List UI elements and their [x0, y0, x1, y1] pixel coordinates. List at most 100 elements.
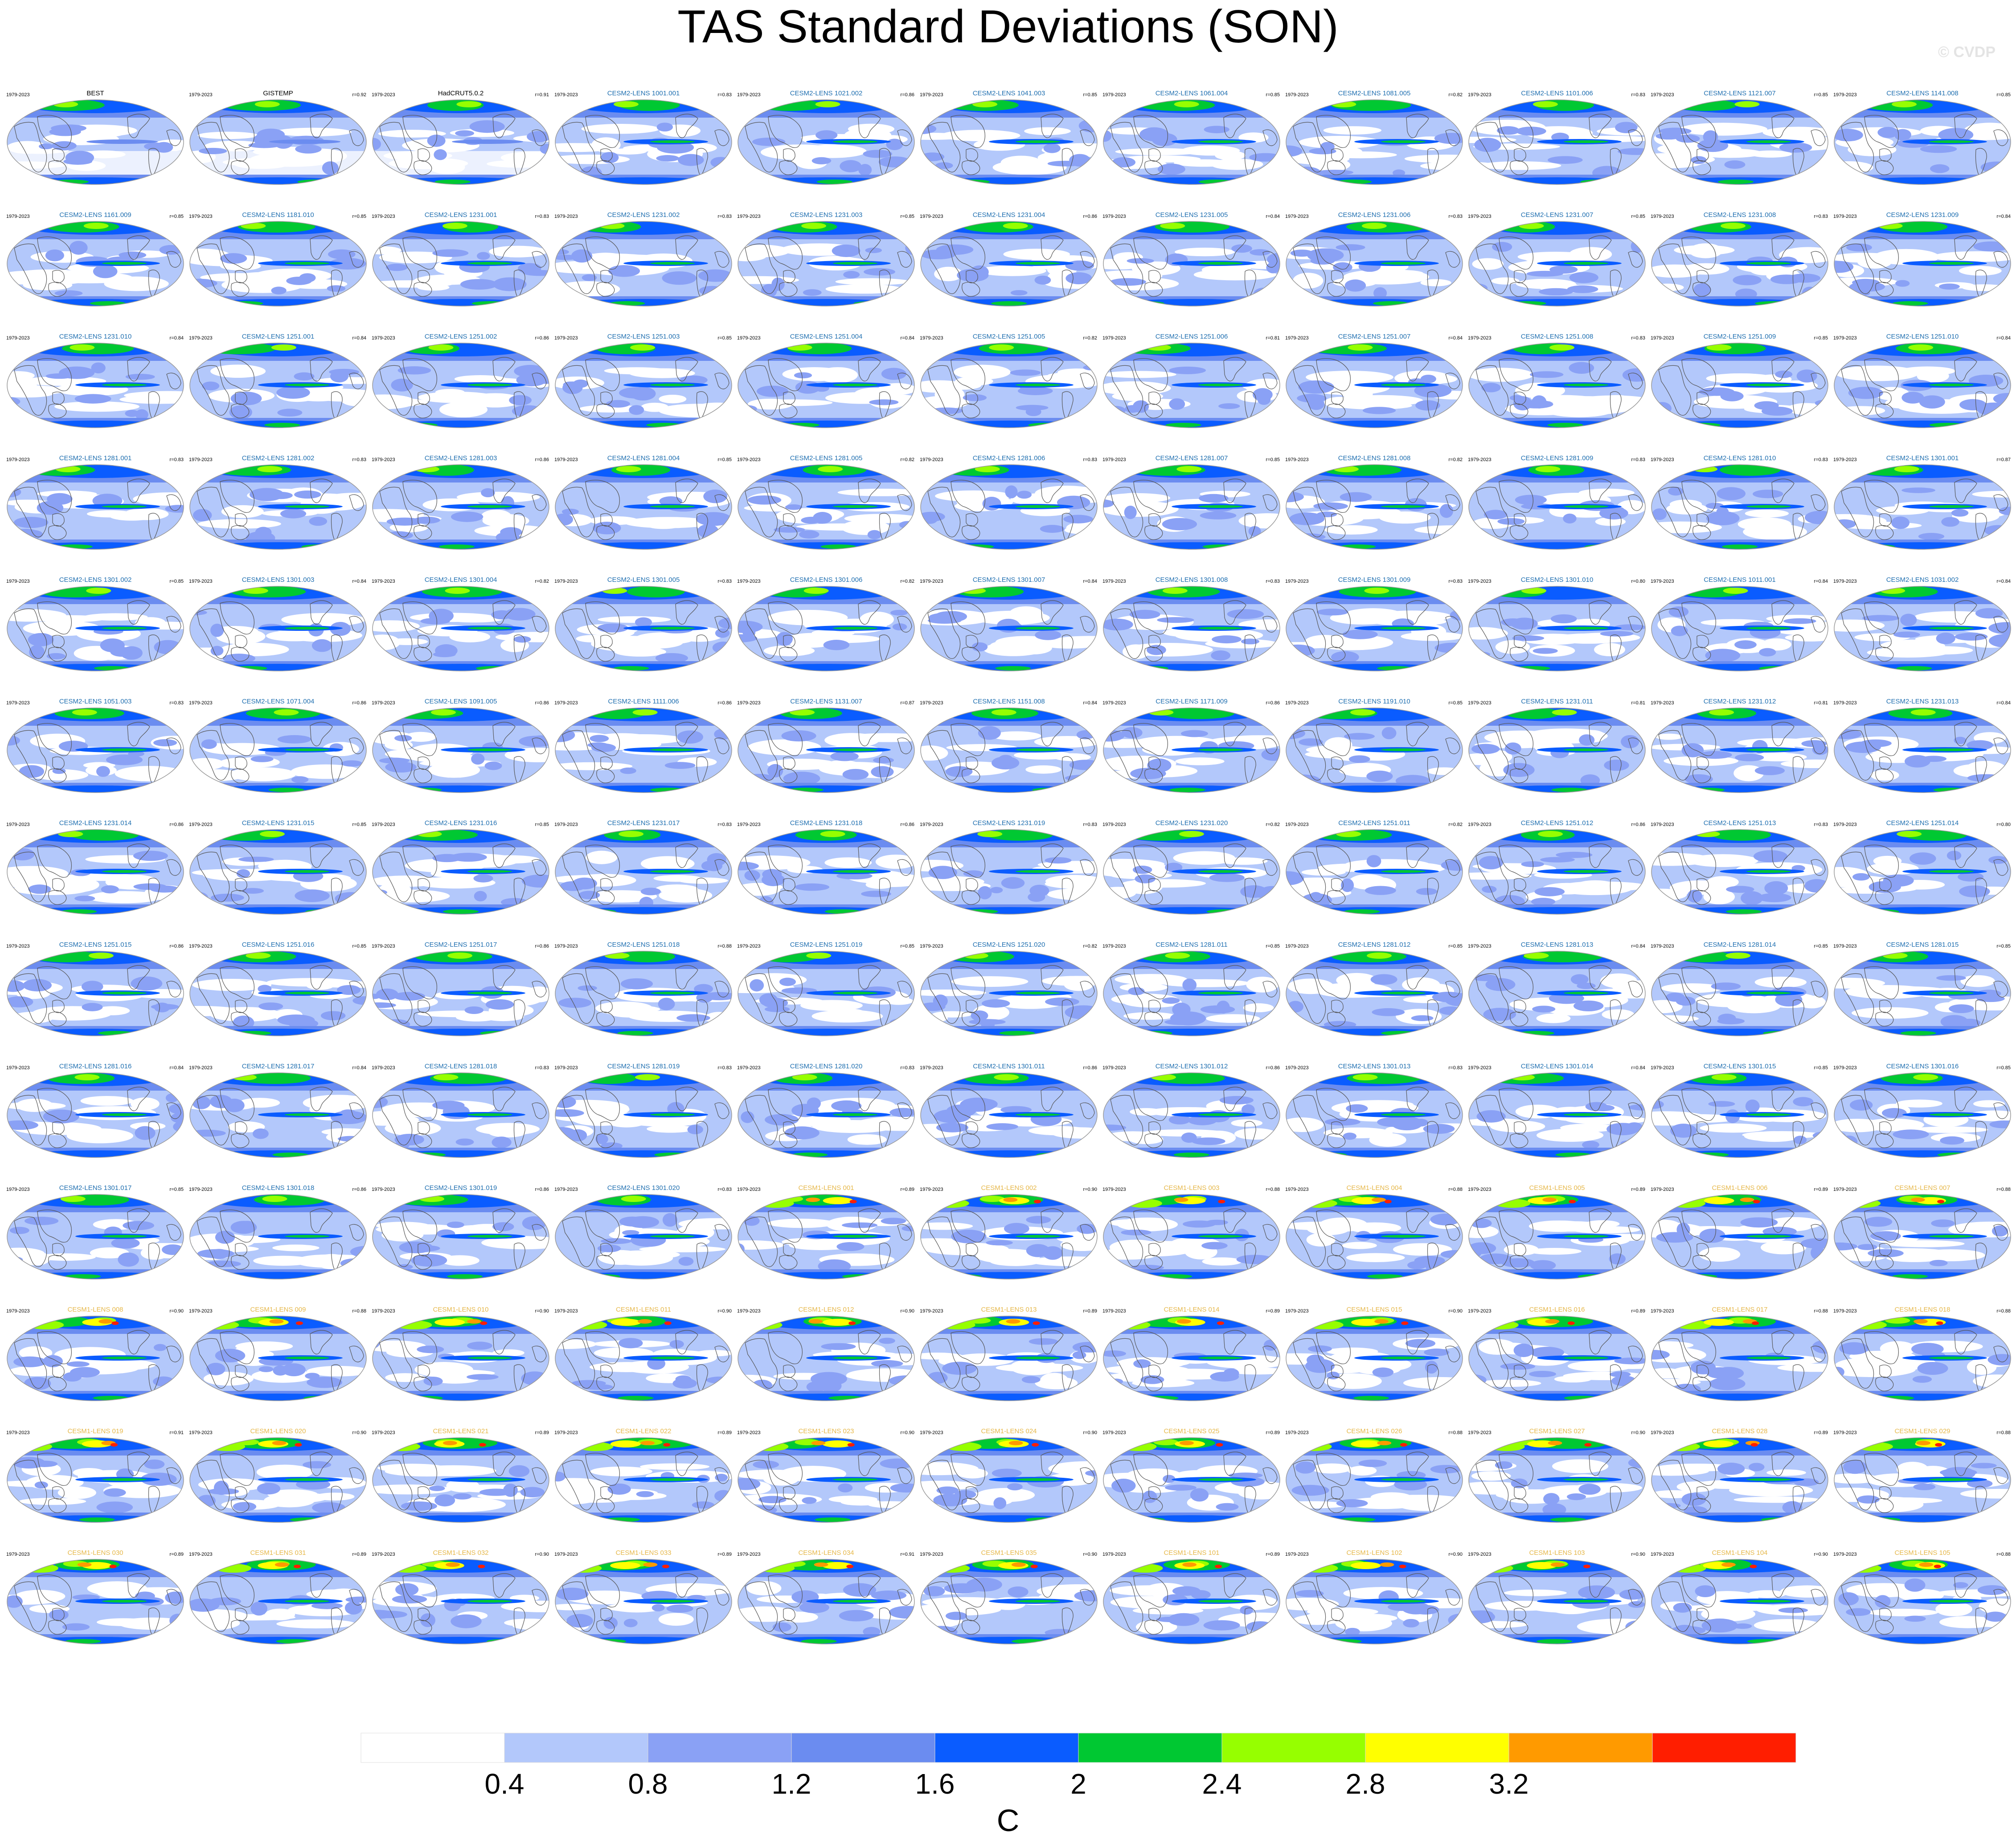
- map-panel: 1979-2023 CESM2-LENS 1281.015 r=0.85: [1833, 941, 2011, 1036]
- panel-pattern-correlation: r=0.88: [1449, 1187, 1463, 1192]
- globe-map: [555, 343, 732, 428]
- panel-title: CESM2-LENS 1251.009: [1704, 333, 1776, 340]
- panel-period: 1979-2023: [189, 1430, 213, 1435]
- map-panel: 1979-2023 CESM2-LENS 1251.012 r=0.86: [1468, 819, 1646, 915]
- panel-period: 1979-2023: [372, 214, 395, 219]
- panel-pattern-correlation: r=0.90: [901, 1308, 915, 1314]
- panel-pattern-correlation: r=0.85: [1997, 92, 2011, 98]
- panel-pattern-correlation: r=0.89: [1266, 1308, 1280, 1314]
- panel-pattern-correlation: r=0.88: [1266, 1187, 1280, 1192]
- panel-title: CESM2-LENS 1121.007: [1704, 90, 1775, 97]
- globe-map: [1286, 1194, 1463, 1280]
- map-panel: 1979-2023 CESM2-LENS 1281.003 r=0.86: [372, 454, 549, 550]
- globe-map: [1468, 829, 1646, 915]
- panel-period: 1979-2023: [737, 1187, 761, 1192]
- globe-map: [1651, 343, 1828, 428]
- panel-pattern-correlation: r=0.85: [352, 214, 367, 219]
- globe-map: [1834, 343, 2011, 428]
- panel-period: 1979-2023: [920, 214, 943, 219]
- panel-title: CESM2-LENS 1251.012: [1521, 819, 1594, 827]
- panel-period: 1979-2023: [1651, 944, 1674, 949]
- globe-map: [555, 707, 732, 793]
- globe-map: [372, 1316, 549, 1401]
- globe-map: [7, 1559, 184, 1644]
- panel-pattern-correlation: r=0.85: [1266, 92, 1280, 98]
- globe-map: [555, 1194, 732, 1280]
- panel-title: CESM1-LENS 101: [1164, 1549, 1219, 1557]
- colorbar: 0.4 0.8 1.2 1.6 2 2.4 2.8 3.2: [361, 1733, 1796, 1800]
- panel-title: CESM1-LENS 028: [1712, 1427, 1767, 1435]
- globe-map: [189, 586, 367, 671]
- map-panel: 1979-2023 CESM2-LENS 1281.006 r=0.83: [920, 454, 1098, 550]
- panel-grid: 1979-2023 BEST 1979-2023 GISTEMP r=0.92 1979-…: [6, 90, 2011, 1644]
- panel-pattern-correlation: r=0.83: [1449, 579, 1463, 584]
- map-panel: 1979-2023 CESM1-LENS 017 r=0.88: [1651, 1306, 1828, 1401]
- colorbar-swatch: [791, 1733, 935, 1763]
- panel-period: 1979-2023: [737, 1308, 761, 1314]
- panel-pattern-correlation: r=0.86: [901, 92, 915, 98]
- panel-pattern-correlation: r=0.85: [718, 457, 732, 462]
- panel-title: CESM1-LENS 004: [1346, 1184, 1402, 1192]
- panel-title: CESM2-LENS 1281.008: [1338, 454, 1411, 462]
- panel-title: CESM1-LENS 105: [1894, 1549, 1950, 1557]
- panel-period: 1979-2023: [1833, 579, 1857, 584]
- panel-title: CESM2-LENS 1301.019: [425, 1184, 497, 1192]
- panel-title: CESM1-LENS 011: [616, 1306, 671, 1313]
- panel-pattern-correlation: r=0.90: [535, 1552, 549, 1557]
- panel-period: 1979-2023: [737, 457, 761, 462]
- colorbar-tick-label: 0.4: [485, 1768, 524, 1800]
- panel-pattern-correlation: r=0.83: [718, 822, 732, 827]
- panel-period: 1979-2023: [1468, 1308, 1492, 1314]
- panel-title: CESM1-LENS 104: [1712, 1549, 1767, 1557]
- map-panel: 1979-2023 CESM2-LENS 1191.010 r=0.85: [1285, 698, 1463, 793]
- panel-period: 1979-2023: [6, 944, 30, 949]
- panel-title: CESM2-LENS 1231.004: [973, 211, 1045, 219]
- panel-title: CESM2-LENS 1281.019: [607, 1063, 680, 1070]
- panel-title: CESM2-LENS 1181.010: [242, 211, 314, 219]
- panel-period: 1979-2023: [6, 579, 30, 584]
- panel-title: CESM2-LENS 1151.008: [973, 698, 1045, 705]
- panel-period: 1979-2023: [1651, 1308, 1674, 1314]
- globe-map: [555, 1559, 732, 1644]
- map-panel: 1979-2023 CESM2-LENS 1281.004 r=0.85: [554, 454, 732, 550]
- panel-title: CESM2-LENS 1111.006: [608, 698, 679, 705]
- map-panel: 1979-2023 CESM1-LENS 030 r=0.89: [6, 1549, 184, 1644]
- panel-title: BEST: [86, 90, 104, 97]
- panel-period: 1979-2023: [189, 700, 213, 706]
- panel-title: CESM2-LENS 1231.016: [425, 819, 497, 827]
- panel-period: 1979-2023: [1833, 92, 1857, 98]
- globe-map: [189, 1316, 367, 1401]
- panel-period: 1979-2023: [1651, 92, 1674, 98]
- map-panel: 1979-2023 CESM2-LENS 1231.014 r=0.86: [6, 819, 184, 915]
- panel-period: 1979-2023: [1468, 944, 1492, 949]
- globe-map: [1651, 1072, 1828, 1158]
- panel-pattern-correlation: r=0.90: [535, 1308, 549, 1314]
- panel-title: CESM2-LENS 1231.005: [1156, 211, 1228, 219]
- map-panel: 1979-2023 CESM1-LENS 034 r=0.91: [737, 1549, 915, 1644]
- panel-pattern-correlation: r=0.90: [718, 1308, 732, 1314]
- map-panel: 1979-2023 CESM2-LENS 1281.012 r=0.85: [1285, 941, 1463, 1036]
- panel-period: 1979-2023: [920, 1308, 943, 1314]
- globe-map: [7, 951, 184, 1036]
- globe-map: [1103, 1072, 1280, 1158]
- panel-pattern-correlation: r=0.84: [352, 579, 367, 584]
- map-panel: 1979-2023 CESM1-LENS 008 r=0.90: [6, 1306, 184, 1401]
- panel-title: CESM2-LENS 1051.003: [59, 698, 132, 705]
- panel-period: 1979-2023: [6, 1430, 30, 1435]
- panel-pattern-correlation: r=0.81: [1814, 700, 1828, 706]
- map-panel: 1979-2023 CESM2-LENS 1251.020 r=0.82: [920, 941, 1098, 1036]
- panel-pattern-correlation: r=0.84: [1814, 579, 1828, 584]
- map-panel: 1979-2023 CESM2-LENS 1251.018 r=0.88: [554, 941, 732, 1036]
- map-panel: 1979-2023 CESM2-LENS 1301.003 r=0.84: [189, 576, 367, 671]
- panel-title: CESM2-LENS 1251.018: [607, 941, 680, 949]
- panel-title: CESM2-LENS 1231.008: [1704, 211, 1776, 219]
- map-panel: 1979-2023 CESM2-LENS 1231.015 r=0.85: [189, 819, 367, 915]
- globe-map: [1468, 464, 1646, 550]
- panel-title: CESM2-LENS 1071.004: [242, 698, 315, 705]
- panel-pattern-correlation: r=0.84: [352, 335, 367, 341]
- map-panel: 1979-2023 CESM2-LENS 1301.001 r=0.87: [1833, 454, 2011, 550]
- panel-period: 1979-2023: [189, 822, 213, 827]
- globe-map: [189, 1072, 367, 1158]
- panel-period: 1979-2023: [372, 944, 395, 949]
- panel-pattern-correlation: r=0.85: [1814, 335, 1828, 341]
